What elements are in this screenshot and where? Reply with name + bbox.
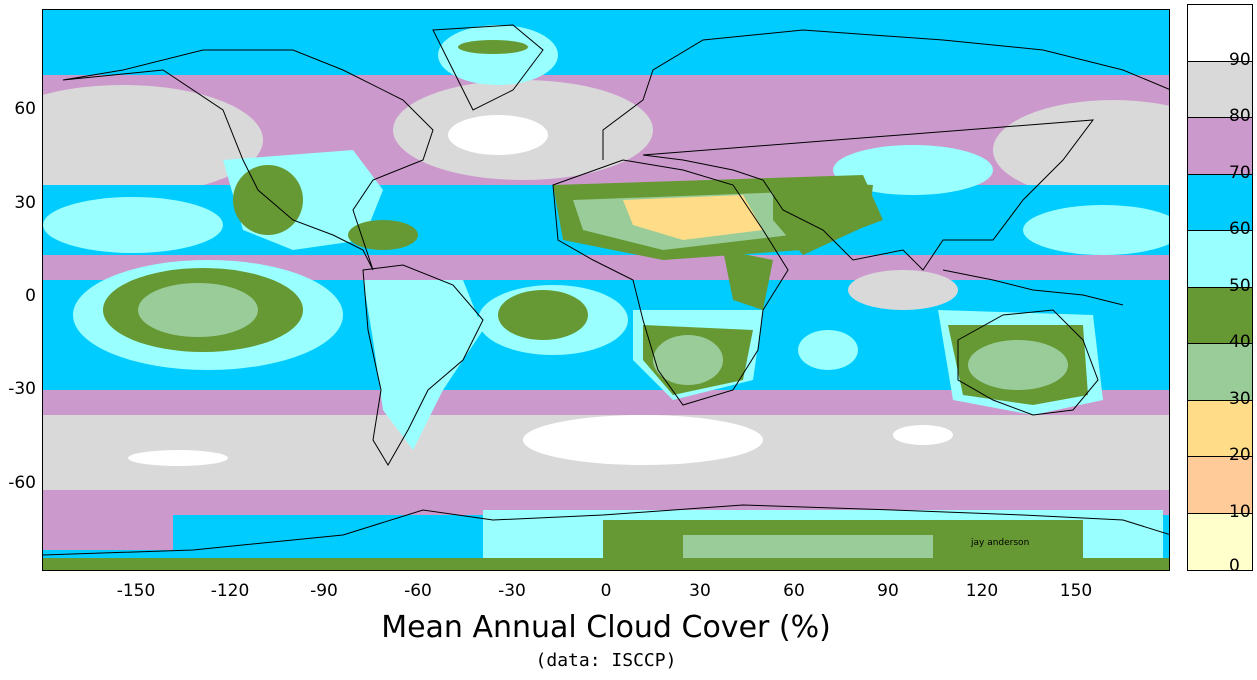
arabia-green (773, 180, 873, 255)
legend-label: 20 (1229, 445, 1251, 465)
map-svg (43, 10, 1169, 570)
coast-antarctica (43, 504, 1169, 556)
australia-lightgreen (968, 340, 1068, 390)
south-america-light (363, 280, 483, 450)
mexico-green (233, 165, 303, 235)
author-credit: jay anderson (971, 538, 1030, 548)
y-tick-label: 60 (14, 99, 36, 120)
x-tick-label: 90 (877, 581, 899, 601)
x-tick-label: 0 (600, 581, 612, 601)
pacific-light-north (43, 197, 223, 253)
coast-greenland (432, 24, 544, 111)
legend-swatch (1188, 287, 1252, 344)
cloud-fields (43, 10, 1169, 570)
cloud-cover-map: jay anderson (42, 9, 1170, 571)
north-atlantic-white (448, 115, 548, 155)
south-pacific-lightgreen (138, 283, 258, 337)
legend-label: 30 (1229, 388, 1251, 409)
x-tick-label: 30 (689, 581, 711, 601)
legend-label: 80 (1229, 106, 1251, 126)
x-tick-label: -150 (116, 581, 156, 601)
east-africa-green (723, 250, 773, 310)
legend-swatch (1188, 513, 1252, 570)
southern-ocean-white-1 (128, 450, 228, 466)
coast-australia (957, 309, 1099, 416)
pacific-gray-east (848, 270, 958, 310)
antarctica-bottom-strip (43, 558, 1169, 570)
map-title: Mean Annual Cloud Cover (%) (381, 610, 831, 645)
caribbean-green (348, 220, 418, 250)
y-tick-label: 0 (25, 286, 36, 306)
legend-swatch (1188, 118, 1252, 175)
indian-ocean-light (798, 330, 858, 370)
legend-label: 90 (1229, 49, 1251, 70)
x-tick-label: -90 (310, 581, 338, 601)
legend-label: 0 (1229, 556, 1240, 576)
y-tick-label: -30 (8, 379, 36, 400)
legend-swatch (1188, 457, 1252, 514)
coast-eurasia (602, 29, 1169, 271)
x-tick-label: -30 (498, 581, 526, 601)
legend-swatch (1188, 5, 1252, 62)
x-tick-label: -120 (210, 581, 250, 601)
sahara-yellow (623, 195, 763, 240)
x-tick-label: 120 (965, 581, 999, 601)
south-africa-lightgreen (653, 335, 723, 385)
legend-swatch (1188, 344, 1252, 401)
map-subtitle: (data: ISCCP) (535, 650, 677, 671)
southern-ocean-white-3 (893, 425, 953, 445)
coast-africa (552, 159, 789, 406)
legend-swatch (1188, 174, 1252, 231)
north-pacific-gray-east (993, 100, 1169, 200)
greenland-green (458, 40, 528, 54)
legend-label: 40 (1229, 332, 1251, 352)
southern-ocean-white-2 (523, 415, 763, 465)
legend-swatch (1188, 231, 1252, 288)
legend-label: 60 (1229, 219, 1251, 239)
coast-indonesia (942, 269, 1124, 306)
south-atlantic-green (498, 290, 588, 340)
coast-south-america (362, 264, 484, 466)
north-pacific-gray (43, 85, 263, 195)
antarctica-lightgreen (683, 535, 933, 560)
x-tick-label: 60 (783, 581, 805, 601)
coastlines (43, 24, 1169, 556)
legend-label: 70 (1229, 162, 1251, 183)
polar-north-band (43, 10, 1169, 70)
y-tick-label: 30 (14, 192, 36, 213)
color-legend (1187, 4, 1253, 571)
legend-label: 10 (1229, 501, 1251, 522)
x-tick-label: -60 (404, 581, 432, 601)
legend-label: 50 (1229, 275, 1251, 296)
pacific-light-northwest (1023, 205, 1169, 255)
siberia-light (833, 145, 993, 195)
x-tick-label: 150 (1059, 581, 1093, 601)
legend-swatch (1188, 400, 1252, 457)
legend-swatch (1188, 61, 1252, 118)
coast-north-america (62, 49, 434, 271)
y-tick-label: -60 (8, 472, 36, 493)
